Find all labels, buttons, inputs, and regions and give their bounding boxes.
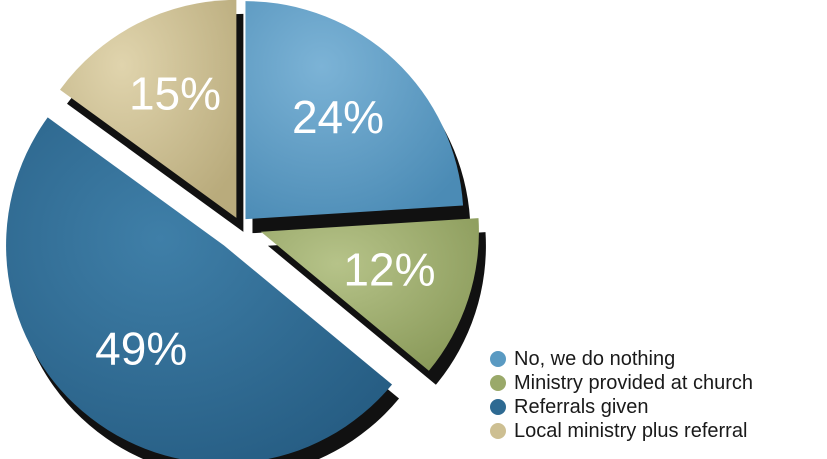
- pie-slices: [6, 0, 486, 459]
- pie-value-labels: 24% 12% 49% 15%: [95, 68, 435, 375]
- pie-slice: [6, 117, 393, 459]
- pie-value-label: 24%: [292, 91, 384, 143]
- legend-label: Referrals given: [514, 396, 649, 418]
- pie-slice: [245, 1, 464, 220]
- legend-swatch: [490, 375, 506, 391]
- pie-slice: [60, 0, 237, 218]
- pie-value-label: 12%: [343, 244, 435, 296]
- legend-swatch: [490, 423, 506, 439]
- legend-item: No, we do nothing: [490, 347, 753, 371]
- legend-swatch: [490, 399, 506, 415]
- legend-label: Ministry provided at church: [514, 372, 753, 394]
- legend-label: Local ministry plus referral: [514, 420, 748, 442]
- legend-swatch: [490, 351, 506, 367]
- legend: No, we do nothing Ministry provided at c…: [490, 347, 753, 443]
- pie-value-label: 15%: [129, 68, 221, 120]
- pie-value-label: 49%: [95, 322, 187, 374]
- legend-label: No, we do nothing: [514, 348, 676, 370]
- pie-slice: [260, 218, 479, 371]
- legend-item: Ministry provided at church: [490, 371, 753, 395]
- legend-item: Referrals given: [490, 395, 753, 419]
- legend-item: Local ministry plus referral: [490, 419, 753, 443]
